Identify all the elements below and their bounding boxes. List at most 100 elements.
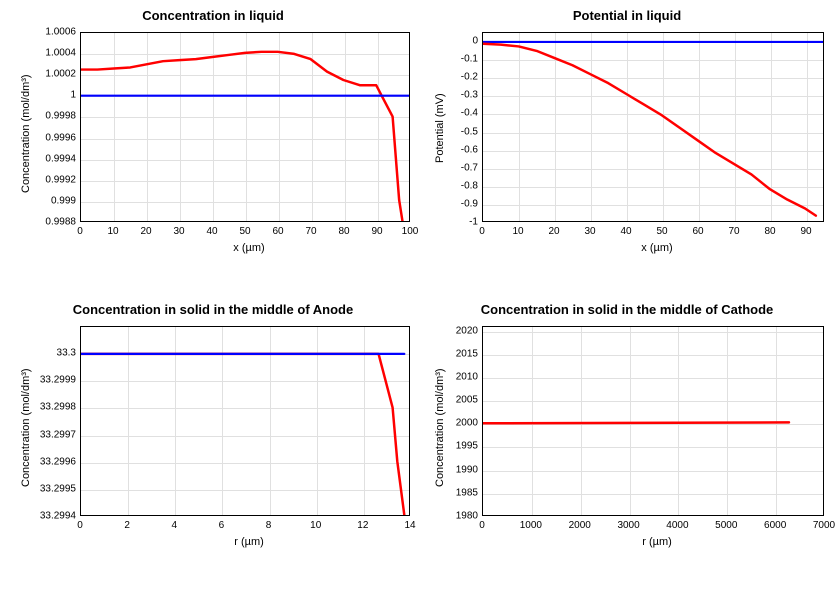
x-tick-label: 2000 (569, 520, 591, 531)
plot-area (482, 326, 824, 516)
y-tick-label: 1985 (456, 487, 478, 498)
x-tick-label: 80 (338, 226, 349, 237)
y-tick-label: 33.2996 (40, 456, 76, 467)
plot-svg (81, 33, 409, 221)
chart-title: Concentration in solid in the middle of … (8, 302, 418, 317)
x-tick-label: 0 (77, 520, 83, 531)
plot-area (80, 32, 410, 222)
y-tick-label: -0.7 (461, 162, 478, 173)
y-tick-label: 1995 (456, 441, 478, 452)
chart-grid: Concentration in liquid Concentration (mo… (8, 8, 832, 592)
x-tick-label: 0 (479, 226, 485, 237)
x-tick-label: 0 (479, 520, 485, 531)
y-tick-label: -1 (469, 217, 478, 228)
y-tick-label: 33.3 (57, 348, 76, 359)
y-tick-label: 2005 (456, 395, 478, 406)
y-tick-label: 1 (70, 90, 76, 101)
y-tick-label: 0 (472, 36, 478, 47)
x-tick-label: 70 (305, 226, 316, 237)
y-tick-label: -0.1 (461, 54, 478, 65)
panel-3: Concentration in solid in the middle of … (422, 302, 832, 592)
x-tick-label: 4000 (666, 520, 688, 531)
x-tick-label: 90 (371, 226, 382, 237)
x-tick-label: 30 (584, 226, 595, 237)
panel-0: Concentration in liquid Concentration (mo… (8, 8, 418, 298)
x-tick-label: 100 (402, 226, 419, 237)
x-tick-label: 10 (107, 226, 118, 237)
chart-title: Concentration in solid in the middle of … (422, 302, 832, 317)
plot-svg (483, 327, 823, 515)
y-tick-label: 0.9988 (45, 217, 76, 228)
series-line-0 (483, 422, 789, 423)
x-tick-label: 50 (239, 226, 250, 237)
plot-svg (483, 33, 823, 221)
x-tick-label: 40 (620, 226, 631, 237)
y-tick-label: 0.9998 (45, 111, 76, 122)
y-tick-label: 33.2999 (40, 375, 76, 386)
x-axis-label: x (µm) (8, 242, 418, 254)
x-tick-label: 0 (77, 226, 83, 237)
y-tick-label: 1.0006 (45, 27, 76, 38)
y-tick-label: -0.6 (461, 144, 478, 155)
y-tick-label: 0.9994 (45, 153, 76, 164)
x-tick-label: 90 (800, 226, 811, 237)
y-tick-label: -0.3 (461, 90, 478, 101)
x-tick-label: 7000 (813, 520, 835, 531)
x-tick-label: 6000 (764, 520, 786, 531)
y-tick-label: 33.2997 (40, 429, 76, 440)
y-tick-label: 1.0004 (45, 48, 76, 59)
y-tick-label: 2010 (456, 371, 478, 382)
x-tick-label: 60 (692, 226, 703, 237)
y-tick-label: 0.9996 (45, 132, 76, 143)
plot-svg (81, 327, 409, 515)
y-tick-label: 2000 (456, 418, 478, 429)
x-axis-label: r (µm) (8, 536, 418, 548)
plot-area (482, 32, 824, 222)
x-tick-label: 5000 (715, 520, 737, 531)
series-line-0 (81, 354, 404, 515)
y-tick-label: 33.2994 (40, 511, 76, 522)
x-tick-label: 80 (764, 226, 775, 237)
x-tick-label: 10 (310, 520, 321, 531)
y-tick-label: 33.2998 (40, 402, 76, 413)
x-tick-label: 14 (404, 520, 415, 531)
y-tick-label: -0.5 (461, 126, 478, 137)
y-tick-label: -0.2 (461, 72, 478, 83)
y-tick-label: 1.0002 (45, 69, 76, 80)
plot-area (80, 326, 410, 516)
x-tick-label: 70 (728, 226, 739, 237)
chart-title: Concentration in liquid (8, 8, 418, 23)
y-tick-label: 1990 (456, 464, 478, 475)
x-tick-label: 6 (219, 520, 225, 531)
x-axis-label: r (µm) (422, 536, 832, 548)
x-tick-label: 12 (357, 520, 368, 531)
y-tick-label: 0.999 (51, 195, 76, 206)
x-tick-label: 30 (173, 226, 184, 237)
x-tick-label: 8 (266, 520, 272, 531)
y-tick-label: 0.9992 (45, 174, 76, 185)
panel-2: Concentration in solid in the middle of … (8, 302, 418, 592)
y-axis-label: Concentration (mol/dm³) (20, 368, 32, 487)
y-axis-label: Potential (mV) (434, 93, 446, 163)
y-tick-label: -0.9 (461, 198, 478, 209)
series-line-1 (483, 44, 816, 216)
x-tick-label: 4 (172, 520, 178, 531)
x-tick-label: 40 (206, 226, 217, 237)
x-tick-label: 50 (656, 226, 667, 237)
x-tick-label: 1000 (520, 520, 542, 531)
y-axis-label: Concentration (mol/dm³) (434, 368, 446, 487)
y-tick-label: 2015 (456, 348, 478, 359)
x-tick-label: 2 (124, 520, 130, 531)
y-tick-label: -0.8 (461, 180, 478, 191)
x-tick-label: 60 (272, 226, 283, 237)
y-tick-label: -0.4 (461, 108, 478, 119)
y-axis-label: Concentration (mol/dm³) (20, 74, 32, 193)
panel-1: Potential in liquidPotential (mV)x (µm)0… (422, 8, 832, 298)
series-line-0 (81, 52, 402, 221)
x-tick-label: 20 (548, 226, 559, 237)
x-tick-label: 10 (512, 226, 523, 237)
x-tick-label: 3000 (617, 520, 639, 531)
y-tick-label: 1980 (456, 511, 478, 522)
y-tick-label: 2020 (456, 325, 478, 336)
chart-title: Potential in liquid (422, 8, 832, 23)
